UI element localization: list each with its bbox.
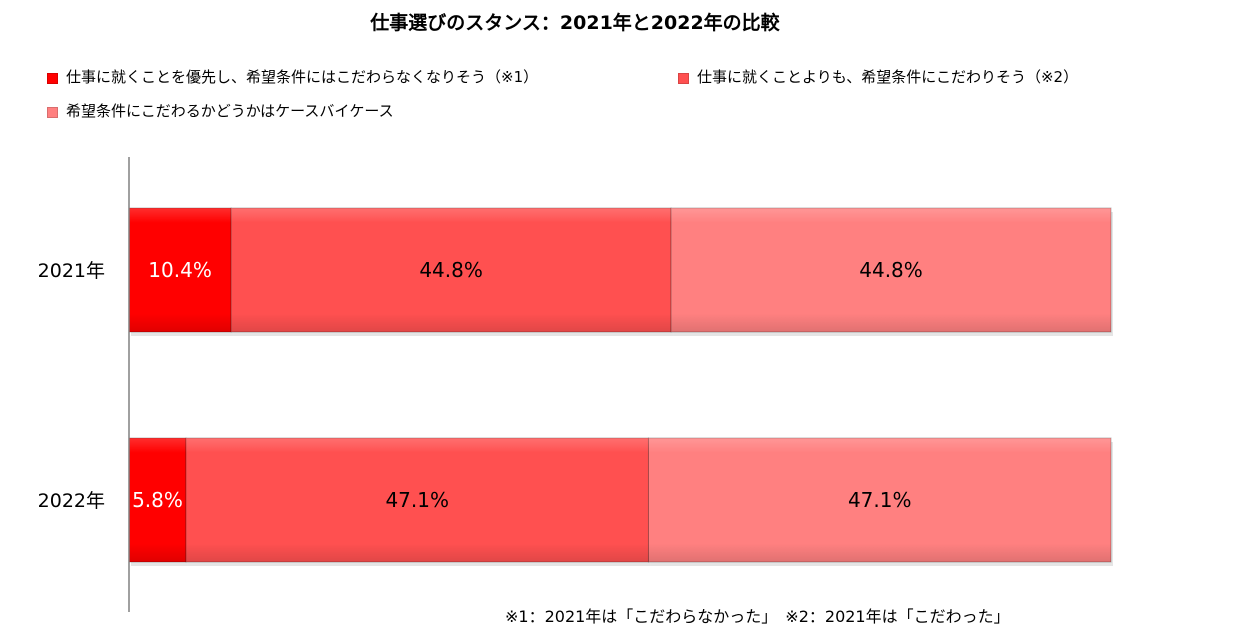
- bar-sheen-2021-case-by-case: [671, 208, 1111, 332]
- data-label-2021-prefer-conditions: 44.8%: [419, 258, 483, 282]
- bar-sheen-2022-no-preference: [129, 438, 186, 562]
- data-label-2022-case-by-case: 47.1%: [848, 488, 912, 512]
- footnote: ※1：2021年は「こだわらなかった」 ※2：2021年は「こだわった」: [505, 607, 1010, 626]
- category-label-2021: 2021年: [38, 260, 105, 282]
- data-label-2022-no-preference: 5.8%: [132, 488, 183, 512]
- legend-item-no-preference: 仕事に就くことを優先し、希望条件にはこだわらなくなりそう（※1）: [47, 66, 538, 87]
- legend-swatch-no-preference: [47, 72, 58, 84]
- bar-sheen-2021-no-preference: [129, 208, 232, 332]
- legend-item-prefer-conditions: 仕事に就くことよりも、希望条件にこだわりそう（※2）: [678, 66, 1078, 87]
- category-label-2022: 2022年: [38, 490, 105, 512]
- bar-sheen-2021-prefer-conditions: [231, 208, 672, 332]
- bar-sheen-2022-case-by-case: [648, 438, 1111, 562]
- legend-item-case-by-case: 希望条件にこだわるかどうかはケースバイケース: [47, 100, 394, 121]
- legend-swatch-case-by-case: [47, 106, 58, 118]
- legend-label-case-by-case: 希望条件にこだわるかどうかはケースバイケース: [66, 102, 394, 120]
- bar-sheen-2022-prefer-conditions: [185, 438, 649, 562]
- legend-swatch-prefer-conditions: [678, 72, 689, 84]
- data-label-2021-case-by-case: 44.8%: [859, 258, 923, 282]
- legend-label-no-preference: 仕事に就くことを優先し、希望条件にはこだわらなくなりそう（※1）: [66, 68, 539, 86]
- chart-title: 仕事選びのスタンス：2021年と2022年の比較: [370, 12, 780, 34]
- data-label-2021-no-preference: 10.4%: [148, 258, 212, 282]
- legend-label-prefer-conditions: 仕事に就くことよりも、希望条件にこだわりそう（※2）: [697, 68, 1079, 86]
- data-label-2022-prefer-conditions: 47.1%: [385, 488, 449, 512]
